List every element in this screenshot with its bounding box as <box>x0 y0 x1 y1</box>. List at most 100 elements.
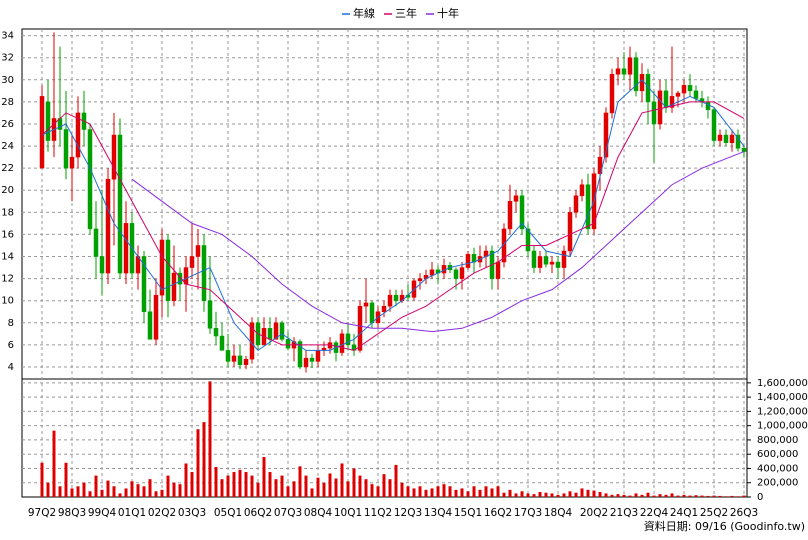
legend-label: 三年 <box>395 6 417 20</box>
volume-bar <box>76 486 80 497</box>
volume-bar <box>130 481 134 497</box>
volume-bar <box>592 490 596 497</box>
volume-bar <box>460 488 464 497</box>
candle-body <box>219 335 225 351</box>
volume-bar <box>700 495 704 497</box>
x-tick-label: 22Q4 <box>640 507 669 519</box>
candle-body <box>237 355 243 365</box>
candle-body <box>39 96 45 169</box>
candle-body <box>621 68 627 75</box>
volume-bar <box>202 422 206 497</box>
candle-body <box>141 256 147 312</box>
volume-bar <box>112 486 116 497</box>
volume-bar <box>568 491 572 497</box>
candle-body <box>297 341 303 368</box>
volume-bar <box>556 494 560 497</box>
candle-body <box>225 350 231 362</box>
candle-body <box>393 294 399 301</box>
candle-body <box>195 245 201 257</box>
candle-body <box>645 74 651 103</box>
volume-bar <box>538 492 542 497</box>
y2-tick-label: 400,000 <box>757 463 798 474</box>
y2-tick-label: 1,400,000 <box>757 392 808 403</box>
candle-body <box>189 256 195 268</box>
volume-bar <box>736 496 740 497</box>
volume-bar <box>616 494 620 497</box>
volume-bar <box>586 489 590 497</box>
x-tick-label: 98Q3 <box>58 507 86 519</box>
volume-bar <box>298 466 302 497</box>
volume-bar <box>472 486 476 497</box>
x-tick-label: 01Q1 <box>118 507 146 519</box>
volume-bar <box>136 484 140 497</box>
y-tick-label: 16 <box>1 229 14 240</box>
volume-bar <box>544 492 548 497</box>
candle-body <box>669 96 675 108</box>
volume-bar <box>244 472 248 497</box>
volume-bar <box>430 488 434 497</box>
candle-body <box>105 178 111 274</box>
candle-body <box>153 294 159 340</box>
volume-bar <box>40 462 44 497</box>
y2-tick-label: 600,000 <box>757 449 798 460</box>
candle-body <box>633 57 639 92</box>
volume-bar <box>166 475 170 497</box>
volume-bar <box>496 486 500 497</box>
volume-bar <box>490 488 494 497</box>
y2-tick-label: 800,000 <box>757 435 798 446</box>
legend-label: 十年 <box>437 6 459 20</box>
volume-bar <box>340 463 344 497</box>
volume-bar <box>712 495 716 497</box>
moving-average-line <box>131 151 745 333</box>
candle-body <box>579 184 585 197</box>
candle-body <box>63 129 69 169</box>
candle-body <box>537 256 543 268</box>
volume-bar <box>310 488 314 497</box>
volume-bar <box>70 488 74 497</box>
volume-bar <box>316 477 320 497</box>
x-tick-label: 18Q4 <box>544 507 573 519</box>
volume-bar <box>280 475 284 497</box>
candle-body <box>69 156 75 169</box>
volume-bar <box>622 494 626 497</box>
candle-body <box>147 311 153 340</box>
candle-body <box>177 272 183 285</box>
candle-body <box>75 112 81 158</box>
y-tick-label: 20 <box>1 185 14 196</box>
volume-bar <box>418 486 422 497</box>
volume-bar <box>52 430 56 497</box>
volume-bar <box>148 479 152 497</box>
volume-bar <box>400 482 404 497</box>
candle-body <box>111 134 117 180</box>
y-tick-label: 18 <box>1 207 14 218</box>
candle-body <box>501 228 507 263</box>
volume-bar <box>412 488 416 497</box>
volume-bar <box>664 494 668 497</box>
x-tick-label: 26Q3 <box>730 507 758 519</box>
volume-bar <box>88 491 92 497</box>
volume-bar <box>658 494 662 497</box>
x-tick-label: 11Q2 <box>364 507 392 519</box>
y-tick-label: 26 <box>1 119 14 130</box>
volume-bar <box>520 491 524 497</box>
volume-bar <box>514 493 518 497</box>
volume-bar <box>352 468 356 497</box>
candle-body <box>207 300 213 329</box>
volume-bar <box>184 463 188 497</box>
source-note: 資料日期: 09/16 (Goodinfo.tw) <box>644 519 805 533</box>
x-tick-label: 12Q3 <box>394 507 422 519</box>
volume-bar <box>268 472 272 497</box>
candle-body <box>687 85 693 92</box>
candle-body <box>549 261 555 265</box>
y-tick-label: 6 <box>8 340 14 351</box>
volume-bar <box>292 481 296 497</box>
y-tick-label: 22 <box>1 163 14 174</box>
candle-body <box>369 302 375 324</box>
volume-bar <box>724 496 728 497</box>
candle-body <box>201 245 207 301</box>
candle-body <box>615 68 621 75</box>
volume-bar <box>676 495 680 497</box>
volume-bar <box>160 489 164 497</box>
candle-body <box>357 305 363 351</box>
candle-body <box>99 256 105 274</box>
